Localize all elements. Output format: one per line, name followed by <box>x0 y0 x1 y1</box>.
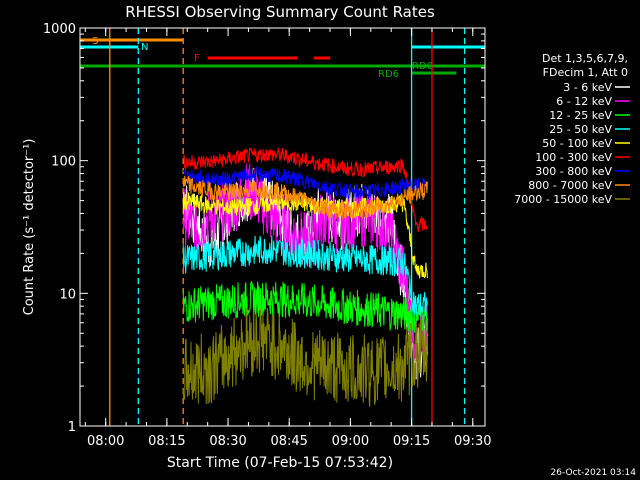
x-tick-label-0: 08:00 <box>87 434 124 449</box>
x-axis-label: Start Time (07-Feb-15 07:53:42) <box>167 455 393 471</box>
y-tick-label-3: 1000 <box>43 22 76 37</box>
legend-label-8: 7000 - 15000 keV <box>514 193 612 206</box>
y-tick-label-0: 1 <box>68 420 76 435</box>
legend-label-2: 12 - 25 keV <box>549 109 612 122</box>
x-tick-label-2: 08:30 <box>209 434 246 449</box>
band-layer: S N F RD0 RD6 <box>80 28 485 426</box>
x-tick-label-4: 09:00 <box>332 434 369 449</box>
label-f: F <box>194 53 200 64</box>
label-rd0: RD0 <box>412 61 433 72</box>
label-rd6: RD6 <box>378 69 399 80</box>
legend-label-5: 100 - 300 keV <box>535 151 612 164</box>
legend: Det 1,3,5,6,7,9,FDecim 1, Att 0 3 - 6 keV… <box>514 52 630 206</box>
series-layer <box>182 147 428 407</box>
legend-label-3: 25 - 50 keV <box>549 123 612 136</box>
chart-title: RHESSI Observing Summary Count Rates <box>125 3 435 21</box>
label-s: S <box>92 36 98 47</box>
series-line-3 <box>182 235 428 318</box>
series-line-5 <box>183 147 428 232</box>
y-tick-label-2: 100 <box>51 155 76 170</box>
legend-label-0: 3 - 6 keV <box>563 81 612 94</box>
y-tick-label-1: 10 <box>59 287 76 302</box>
legend-header-1: FDecim 1, Att 0 <box>543 66 628 79</box>
legend-label-1: 6 - 12 keV <box>556 95 612 108</box>
series-line-8 <box>182 307 428 407</box>
series-line-2 <box>182 280 428 333</box>
axes-layer: 1 10 100 1000 08:00 08:15 08:30 08:45 09:00 09:15… <box>43 22 492 449</box>
label-n: N <box>141 42 148 53</box>
x-tick-label-3: 08:45 <box>270 434 307 449</box>
x-tick-label-1: 08:15 <box>148 434 185 449</box>
x-tick-label-5: 09:15 <box>393 434 430 449</box>
plot-frame <box>79 27 486 427</box>
x-tick-label-6: 09:30 <box>454 434 491 449</box>
series-line-1 <box>182 163 428 363</box>
series-line-7 <box>182 176 428 220</box>
legend-label-7: 800 - 7000 keV <box>528 179 612 192</box>
series-line-6 <box>182 166 428 200</box>
y-axis-label: Count Rate (s⁻¹ detector⁻¹) <box>22 139 37 316</box>
legend-label-6: 300 - 800 keV <box>535 165 612 178</box>
generated-timestamp: 26-Oct-2021 03:14 <box>551 468 637 478</box>
legend-label-4: 50 - 100 keV <box>542 137 612 150</box>
legend-header-0: Det 1,3,5,6,7,9, <box>542 52 628 65</box>
